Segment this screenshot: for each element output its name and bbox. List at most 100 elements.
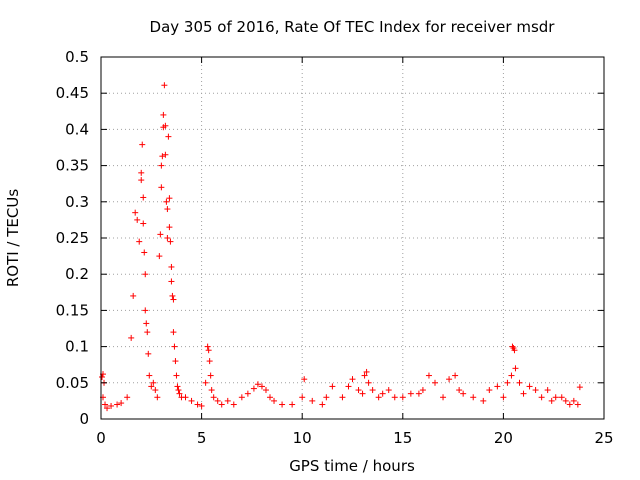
data-point [363,368,370,375]
data-point [146,372,153,379]
data-point [150,379,157,386]
chart-title: Day 305 of 2016, Rate Of TEC Index for r… [150,18,556,36]
data-points [99,82,583,412]
data-point [204,343,211,350]
y-tick-label: 0.3 [65,193,89,211]
data-point [415,390,422,397]
data-point [500,394,507,401]
y-tick-label: 0.4 [65,120,89,138]
data-point [144,329,151,336]
data-point [188,397,195,404]
data-point [552,394,559,401]
data-point [309,397,316,404]
data-point [238,394,245,401]
data-point [205,347,212,354]
data-point [470,394,477,401]
data-point [375,394,382,401]
data-point [562,397,569,404]
y-tick-label: 0.5 [65,48,89,66]
data-point [508,372,515,379]
data-point [456,387,463,394]
data-point [244,390,251,397]
data-point [140,220,147,227]
data-point [267,394,274,401]
data-point [142,307,149,314]
y-axis-label: ROTI / TECUs [4,189,22,287]
data-point [206,358,213,365]
data-point [210,394,217,401]
data-point [170,296,177,303]
x-tick-label: 0 [96,429,106,447]
y-tick-label: 0.15 [56,301,89,319]
data-point [161,82,168,89]
data-point [262,387,269,394]
data-point [132,209,139,216]
data-point [301,376,308,383]
data-point [202,379,209,386]
data-point [194,401,201,408]
data-point [558,394,565,401]
data-point [279,401,286,408]
data-point [165,133,172,140]
data-point [163,198,170,205]
data-point [218,401,225,408]
data-point [138,177,145,184]
data-point [152,387,159,394]
data-point [182,394,189,401]
data-point [160,111,167,118]
data-point [130,292,137,299]
data-point [143,320,150,327]
data-point [329,383,336,390]
data-point [134,216,141,223]
data-point [509,343,516,350]
data-point [345,383,352,390]
data-point [365,379,372,386]
data-point [349,376,356,383]
data-point [460,390,467,397]
data-point [172,358,179,365]
data-point [169,292,176,299]
data-point [164,235,171,241]
y-tick-label: 0.2 [65,265,89,283]
data-point [145,350,152,357]
data-point [576,384,583,391]
data-point [166,224,173,231]
x-tick-label: 25 [594,429,613,447]
data-point [208,387,215,394]
data-point [548,397,555,404]
data-point [198,402,205,409]
data-point [431,379,438,386]
data-point [176,390,183,397]
data-point [512,365,519,372]
data-point [154,394,161,401]
data-point [369,387,376,394]
data-point [140,194,147,201]
data-point [142,271,149,278]
data-point [99,374,106,381]
data-point [574,401,581,408]
data-point [526,383,533,390]
data-point [156,253,163,260]
y-tick-label: 0.25 [56,229,89,247]
data-point [538,394,545,401]
x-tick-label: 20 [494,429,513,447]
data-point [399,394,406,401]
data-point [391,394,398,401]
data-point [173,372,180,379]
data-point [114,401,121,408]
data-point [516,379,523,386]
data-point [148,383,155,390]
data-point [166,195,173,202]
grid-lines [101,57,604,419]
data-point [271,397,278,404]
data-point [566,401,573,408]
data-point [230,401,237,408]
data-point [258,383,265,390]
data-point [170,329,177,336]
data-point [407,390,414,397]
data-point [359,390,366,397]
data-point [570,397,577,404]
y-tick-label: 0.1 [65,338,89,356]
data-point [136,238,143,245]
